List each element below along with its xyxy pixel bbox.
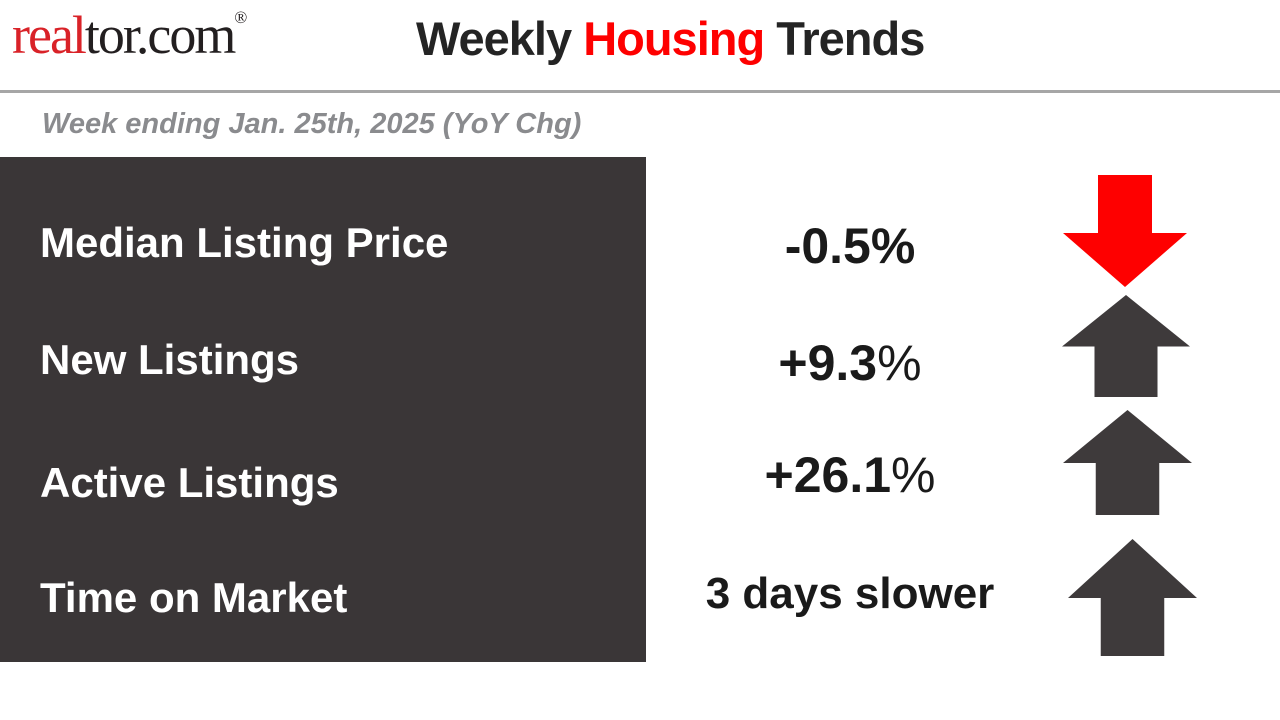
title-part-weekly: Weekly bbox=[416, 12, 584, 65]
up-arrow-icon bbox=[1068, 539, 1197, 656]
value-text: 3 days slower bbox=[705, 569, 995, 618]
metric-value-new-listings: +9.3% bbox=[660, 338, 1040, 388]
page-title: Weekly Housing Trends bbox=[416, 12, 925, 66]
metrics-panel bbox=[0, 157, 646, 662]
logo-text-real: real bbox=[12, 5, 87, 65]
value-suffix: % bbox=[877, 335, 922, 391]
metric-value-active-listings: +26.1% bbox=[660, 450, 1040, 500]
metric-label-time-on-market: Time on Market bbox=[40, 574, 348, 621]
up-arrow-icon bbox=[1063, 410, 1192, 515]
metric-label-new-listings: New Listings bbox=[40, 336, 300, 383]
up-arrow-icon bbox=[1062, 295, 1190, 397]
value-text: -0.5% bbox=[784, 218, 916, 274]
value-suffix: % bbox=[891, 447, 936, 503]
registered-trademark-mark: ® bbox=[234, 8, 248, 27]
metric-value-time-on-market: 3 days slower bbox=[660, 572, 1040, 616]
metric-label-active-listings: Active Listings bbox=[40, 459, 339, 506]
title-part-trends: Trends bbox=[764, 12, 925, 65]
value-text: +26.1 bbox=[764, 447, 892, 503]
metric-value-median-listing-price: -0.5% bbox=[660, 221, 1040, 271]
realtor-logo: realtor.com® bbox=[12, 5, 248, 65]
logo-text-torcom: tor.com bbox=[84, 5, 236, 65]
metric-label-median-listing-price: Median Listing Price bbox=[40, 219, 449, 266]
value-text: +9.3 bbox=[778, 335, 878, 391]
header-divider bbox=[0, 90, 1280, 93]
title-part-housing: Housing bbox=[583, 12, 765, 65]
subtitle-week-ending: Week ending Jan. 25th, 2025 (YoY Chg) bbox=[42, 108, 582, 140]
down-arrow-icon bbox=[1063, 175, 1187, 287]
